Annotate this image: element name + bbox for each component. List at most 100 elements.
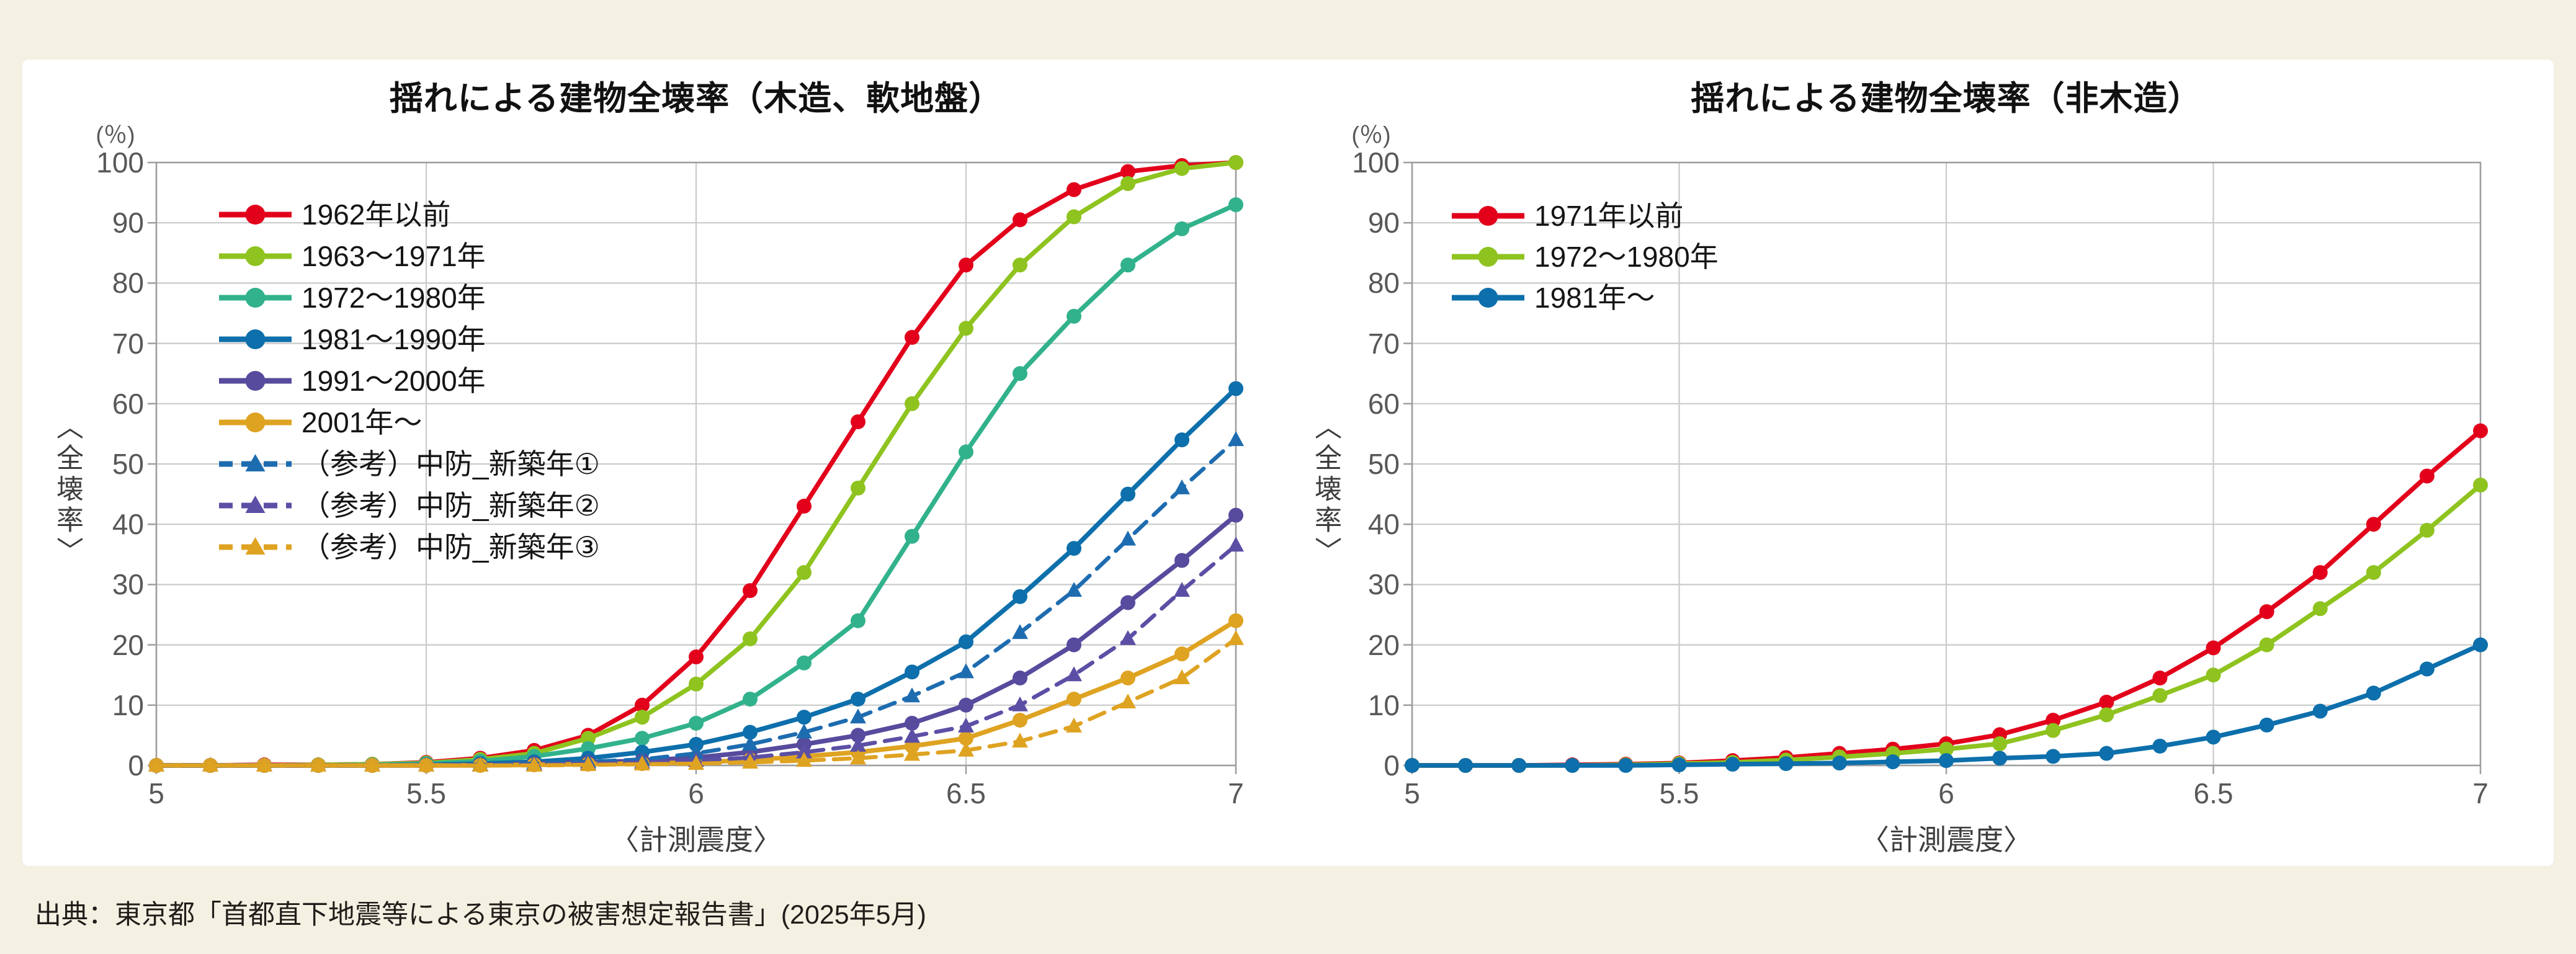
data-point-marker [1174,479,1190,494]
data-point-marker [1174,553,1189,568]
data-point-marker [1618,758,1634,773]
y-tick-label: 30 [112,568,144,601]
data-point-marker [2046,723,2061,738]
data-point-marker [1174,646,1189,662]
chart-title-non-wooden: 揺れによる建物全壊率（非木造） [1691,80,2202,117]
data-point-marker [2419,522,2435,538]
data-point-marker [1120,693,1136,708]
data-point-marker [851,414,865,429]
data-point-marker [1012,696,1028,711]
data-point-marker [1228,431,1244,447]
data-point-marker [2366,517,2381,532]
data-point-marker [796,743,812,759]
data-point-marker [1013,366,1027,381]
data-point-marker [688,755,704,770]
data-point-marker [2206,667,2221,683]
data-point-marker [2312,564,2328,580]
data-point-marker [2046,749,2061,764]
data-point-marker [634,756,650,771]
data-point-marker [2366,564,2381,580]
y-tick-label: 40 [112,508,144,541]
data-point-marker [256,757,272,772]
data-point-marker [2206,729,2221,745]
data-point-marker [2099,746,2114,761]
y-axis-title: 〈全壊率〉 [1310,412,1341,568]
data-point-marker [1067,541,1081,556]
data-point-marker [2046,713,2061,728]
data-point-marker [1013,589,1027,604]
data-point-marker [1067,182,1081,197]
data-point-marker [1885,754,1900,770]
data-point-marker [2312,703,2328,719]
data-point-marker [689,715,704,731]
y-axis-unit-label: (％) [96,122,135,149]
data-point-marker [1013,257,1027,273]
data-point-marker [2152,671,2168,686]
data-point-marker [1565,758,1580,773]
x-axis-title: 〈計測震度〉 [610,824,782,856]
data-point-marker [1228,197,1243,213]
data-point-marker [958,741,974,757]
data-point-marker [1120,630,1136,645]
data-point-marker [1012,733,1028,748]
data-point-marker [743,631,758,646]
y-tick-label: 30 [1367,568,1400,601]
data-point-marker [959,634,973,649]
data-point-marker [1013,212,1027,228]
data-point-marker [148,757,164,772]
data-point-marker [635,710,650,725]
chart-non-wooden: 揺れによる建物全壊率（非木造） (％) 〈全壊率〉 〈計測震度〉 0 10 20 30… [1288,60,2554,866]
data-point-marker [905,664,919,680]
data-point-marker [202,757,218,772]
data-point-marker [1013,671,1027,686]
data-point-marker [796,752,812,767]
data-point-marker [1012,624,1028,640]
data-point-marker [905,396,919,411]
data-point-marker [635,697,650,713]
data-point-marker [1725,757,1740,772]
x-tick-label: 6 [1938,777,1954,809]
y-tick-label: 90 [112,207,144,239]
data-point-marker [904,746,920,761]
data-point-marker [797,710,812,725]
y-tick-label: 100 [1352,146,1400,179]
data-point-marker [1228,381,1243,396]
data-point-marker [2366,685,2381,701]
y-axis-unit-label: (％) [1351,122,1391,149]
data-point-marker [1992,751,2008,766]
data-point-marker [1120,486,1135,502]
x-tick-label: 6.5 [946,777,986,809]
data-point-marker [959,321,973,336]
plot-area [148,155,1244,774]
data-point-marker [418,757,434,772]
data-point-marker [1066,717,1082,733]
data-point-marker [797,499,812,514]
x-axis-title: 〈計測震度〉 [1861,824,2032,856]
data-point-marker [1405,758,1420,773]
data-point-marker [959,731,973,746]
y-tick-label: 10 [1367,689,1400,721]
data-point-marker [1458,758,1474,773]
data-point-marker [1120,530,1136,546]
data-point-marker [1120,595,1135,610]
data-point-marker [689,736,704,752]
y-tick-label: 100 [96,146,144,179]
data-point-marker [850,708,866,724]
data-point-marker [1228,537,1244,552]
data-point-marker [1511,758,1527,773]
data-point-marker [742,735,758,751]
data-point-marker [1120,671,1135,686]
data-point-marker [2152,738,2168,754]
data-point-marker [1067,209,1081,225]
data-point-marker [905,715,919,731]
y-tick-label: 0 [128,749,144,782]
data-point-marker [580,756,596,772]
data-point-marker [742,754,758,769]
y-tick-label: 50 [112,448,144,480]
data-point-marker [2259,717,2274,733]
data-point-marker [689,676,704,692]
data-point-marker [1992,736,2008,752]
data-point-marker [364,757,380,772]
chart-title-wooden: 揺れによる建物全壊率（木造、軟地盤） [389,80,1003,117]
data-point-marker [689,649,704,665]
